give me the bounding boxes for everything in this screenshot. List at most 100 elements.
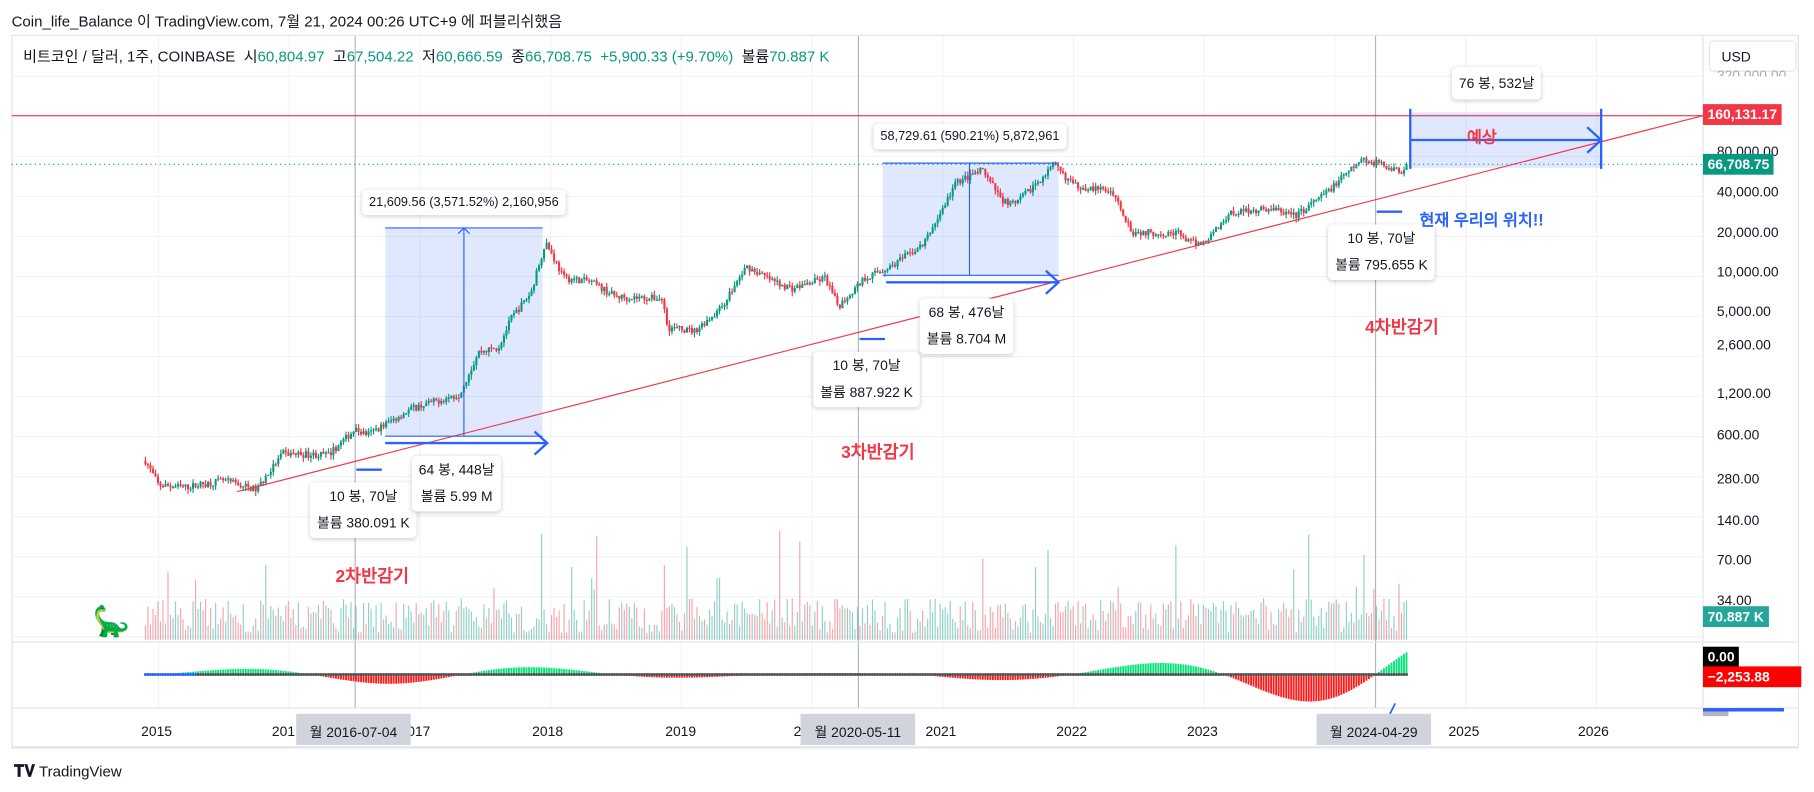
oscillator-dot [542, 672, 546, 676]
oscillator-dot [981, 672, 985, 676]
oscillator-dot [191, 672, 195, 676]
oscillator-dot [843, 672, 847, 676]
arrow-head [457, 227, 471, 235]
measure-box[interactable]: 10 봉, 70날 볼륨 887.922 K [813, 351, 920, 408]
oscillator-dot [763, 672, 767, 676]
oscillator-dot [331, 672, 335, 676]
oscillator-dot [605, 672, 609, 676]
range-label-2[interactable]: 58,729.61 (590.21%) 5,872,961 [873, 123, 1067, 150]
candle [349, 433, 353, 439]
oscillator-dot [901, 672, 905, 676]
candle [1382, 161, 1385, 166]
oscillator-dot [482, 672, 486, 676]
oscillator-dot [823, 672, 827, 676]
oscillator-dot [557, 672, 561, 676]
candle [994, 183, 997, 191]
candle [402, 414, 405, 419]
oscillator-dot [607, 672, 611, 676]
oscillator-dot [1081, 672, 1085, 676]
oscillator-dot [652, 672, 656, 676]
candle [222, 478, 225, 481]
oscillator-dot [236, 672, 240, 676]
oscillator-dot [1312, 672, 1316, 676]
dinosaur-icon[interactable]: 🦕 [92, 603, 131, 639]
brand-name: TradingView [38, 762, 122, 780]
candle [768, 276, 771, 280]
candle [936, 218, 939, 224]
measure-box[interactable]: 64 봉, 448날 볼륨 5.99 M [411, 455, 502, 512]
oscillator-dot [1003, 672, 1007, 676]
oscillator-dot [570, 672, 574, 676]
oscillator-dot [795, 672, 799, 676]
candle [375, 428, 378, 430]
candle [467, 374, 470, 383]
chart-frame[interactable] [11, 34, 1799, 749]
oscillator-dot [1066, 672, 1070, 676]
oscillator-dot [1249, 672, 1253, 676]
candle [1029, 189, 1032, 193]
symbol-name[interactable]: 비트코인 / 달러, 1주, COINBASE [23, 47, 236, 65]
candle [924, 239, 927, 247]
oscillator-dot [738, 672, 742, 676]
oscillator-dot [239, 672, 243, 676]
candle [144, 460, 147, 465]
oscillator-dot [1061, 672, 1065, 676]
candle [505, 330, 508, 336]
low-label: 저 [421, 47, 436, 65]
oscillator-dot [387, 672, 391, 676]
candle [663, 299, 666, 309]
oscillator-dot [1324, 672, 1328, 676]
oscillator-dot [432, 672, 436, 676]
oscillator-dot [382, 672, 386, 676]
candle [969, 173, 972, 181]
oscillator-dot [454, 672, 458, 676]
candle [713, 316, 716, 318]
candle [407, 409, 410, 414]
candle [397, 417, 400, 421]
candle [1139, 232, 1142, 236]
oscillator-dot [402, 672, 406, 676]
volume: 볼륨 887.922 K [820, 384, 913, 401]
oscillator-dot [1001, 672, 1005, 676]
candle [991, 181, 994, 184]
oscillator-dot [1131, 672, 1135, 676]
oscillator-dot [597, 672, 601, 676]
oscillator-dot [319, 672, 323, 676]
oscillator-dot [437, 672, 441, 676]
oscillator-dot [973, 672, 977, 676]
candle [773, 278, 776, 282]
measure-box[interactable]: 10 봉, 70날 볼륨 795.655 K [1328, 224, 1435, 280]
oscillator-dot [637, 672, 641, 676]
candle [357, 427, 360, 432]
candle [826, 275, 829, 286]
oscillator-dot [389, 672, 393, 676]
range-label-3[interactable]: 76 봉, 532날 [1451, 67, 1542, 100]
oscillator-dot [179, 672, 183, 676]
oscillator-dot [1367, 672, 1371, 676]
candle [585, 277, 588, 281]
candle [976, 172, 979, 174]
measure-box[interactable]: 10 봉, 70날 볼륨 380.091 K [310, 482, 417, 538]
candle [510, 315, 513, 321]
oscillator-dot [1031, 672, 1035, 676]
axis-label: 40,000.00 [1716, 183, 1779, 201]
open-value: 60,804.97 [257, 47, 325, 65]
measure-box[interactable]: 68 봉, 476날 볼륨 8.704 M [919, 298, 1014, 355]
oscillator-dot [244, 672, 248, 676]
range-label-1[interactable]: 21,609.56 (3,571.52%) 2,160,956 [362, 189, 566, 216]
candle [1049, 167, 1052, 170]
candle [873, 270, 877, 273]
candle [1187, 239, 1190, 242]
candle [610, 291, 613, 294]
oscillator-dot [474, 672, 478, 676]
oscillator-dot [1134, 672, 1138, 676]
oscillator-dot [828, 672, 832, 676]
candle [1402, 170, 1406, 174]
candle [756, 272, 759, 275]
currency-button[interactable]: USD [1708, 40, 1797, 72]
high-value: 67,504.22 [346, 47, 414, 65]
candle [1089, 186, 1092, 190]
axis-label: 5,000.00 [1716, 303, 1771, 320]
oscillator-dot [1267, 672, 1271, 676]
